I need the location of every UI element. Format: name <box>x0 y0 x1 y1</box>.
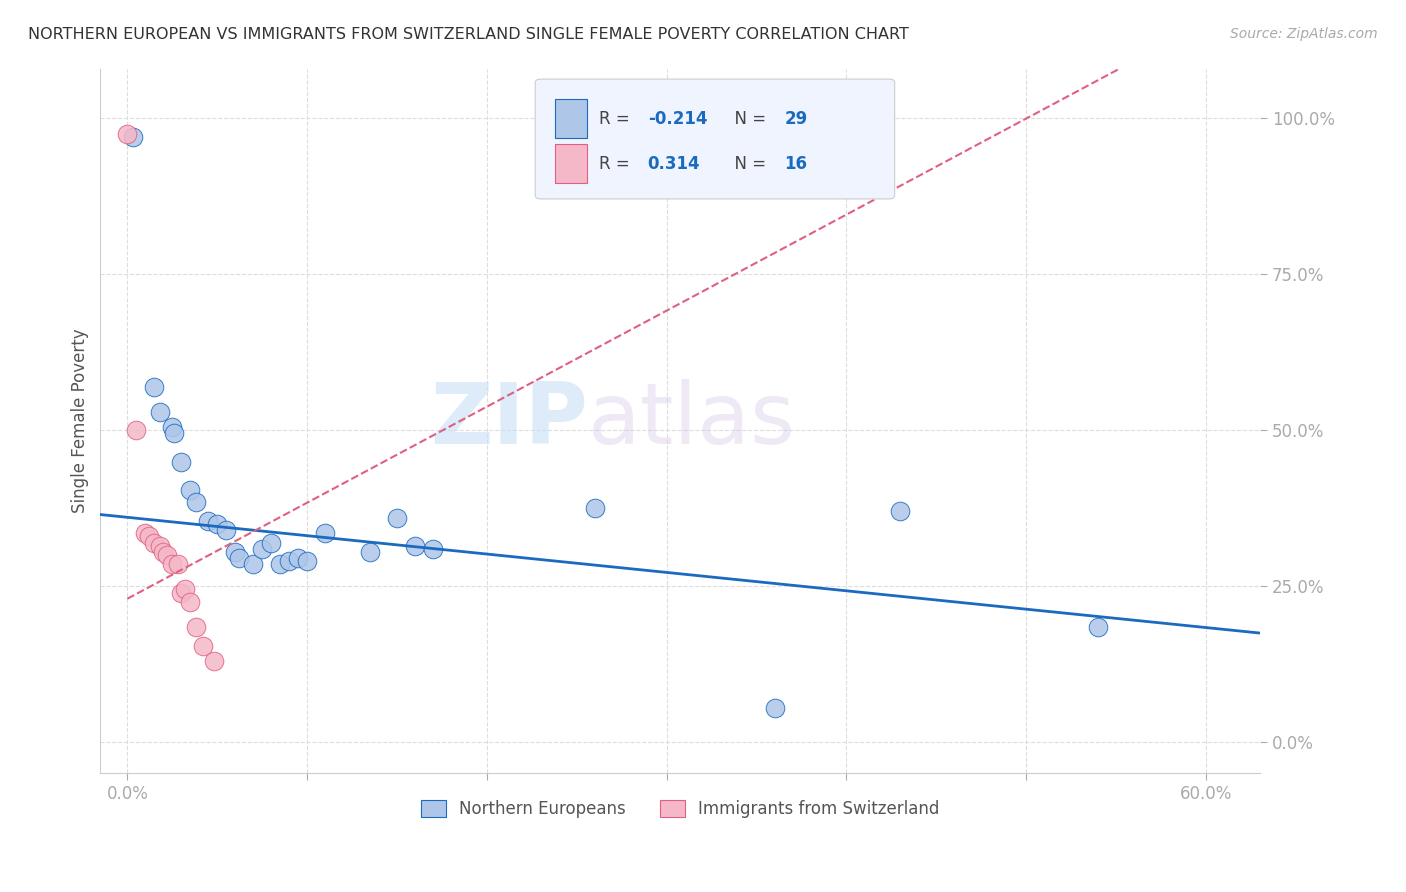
Point <box>250 541 273 556</box>
Y-axis label: Single Female Poverty: Single Female Poverty <box>72 328 89 513</box>
Point <box>170 454 193 468</box>
Point <box>179 483 201 497</box>
Point <box>224 545 246 559</box>
Text: ZIP: ZIP <box>430 379 588 462</box>
Point <box>162 420 184 434</box>
Point <box>422 541 444 556</box>
Point <box>385 510 408 524</box>
Point <box>889 504 911 518</box>
Point <box>184 620 207 634</box>
Text: N =: N = <box>724 155 772 173</box>
Text: N =: N = <box>724 110 772 128</box>
Point <box>162 558 184 572</box>
Point <box>242 558 264 572</box>
Point <box>134 526 156 541</box>
Point <box>179 595 201 609</box>
Point <box>228 551 250 566</box>
Point <box>121 130 143 145</box>
Text: R =: R = <box>599 110 636 128</box>
Point <box>583 501 606 516</box>
Point <box>260 535 283 549</box>
Point <box>143 535 166 549</box>
Text: 16: 16 <box>785 155 807 173</box>
Point <box>149 539 172 553</box>
Text: R =: R = <box>599 155 636 173</box>
Point <box>152 545 174 559</box>
Point <box>125 423 148 437</box>
Point <box>143 379 166 393</box>
Point <box>197 514 219 528</box>
Text: atlas: atlas <box>588 379 796 462</box>
Point <box>166 558 188 572</box>
FancyBboxPatch shape <box>536 79 894 199</box>
Bar <box>555 145 588 183</box>
Text: 0.314: 0.314 <box>648 155 700 173</box>
Point <box>205 516 228 531</box>
Point <box>156 548 179 562</box>
Point <box>170 585 193 599</box>
Text: -0.214: -0.214 <box>648 110 707 128</box>
Point <box>269 558 291 572</box>
Point <box>184 495 207 509</box>
Point <box>287 551 309 566</box>
Point <box>215 523 238 537</box>
Legend: Northern Europeans, Immigrants from Switzerland: Northern Europeans, Immigrants from Swit… <box>415 794 946 825</box>
Text: 29: 29 <box>785 110 808 128</box>
Point <box>163 426 186 441</box>
Point <box>117 127 139 141</box>
Point <box>191 639 214 653</box>
Point <box>1087 620 1109 634</box>
Point <box>404 539 426 553</box>
Point <box>314 526 336 541</box>
Point <box>138 529 160 543</box>
Point <box>149 404 172 418</box>
Point <box>202 654 225 668</box>
Point <box>295 554 318 568</box>
Point <box>763 701 786 715</box>
Bar <box>555 99 588 138</box>
Text: NORTHERN EUROPEAN VS IMMIGRANTS FROM SWITZERLAND SINGLE FEMALE POVERTY CORRELATI: NORTHERN EUROPEAN VS IMMIGRANTS FROM SWI… <box>28 27 910 42</box>
Point <box>173 582 195 597</box>
Text: Source: ZipAtlas.com: Source: ZipAtlas.com <box>1230 27 1378 41</box>
Point <box>359 545 381 559</box>
Point <box>278 554 301 568</box>
